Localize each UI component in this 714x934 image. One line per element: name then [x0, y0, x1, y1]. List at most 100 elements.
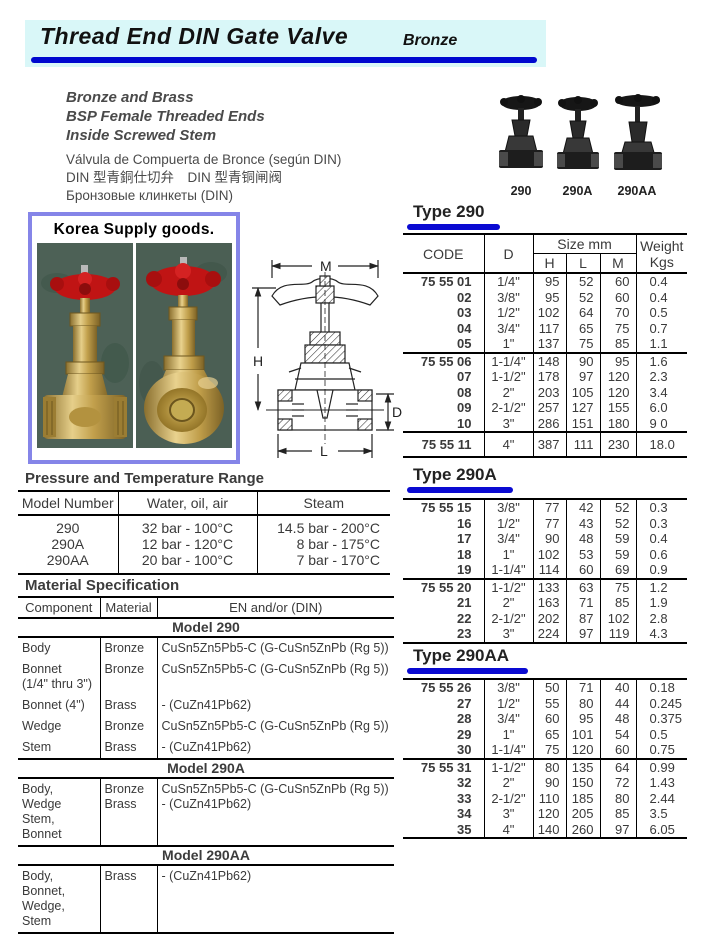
thumbnail-label: 290A: [562, 184, 593, 198]
size-cell: 03: [457, 305, 472, 320]
page-subtitle: Bronze: [403, 32, 458, 49]
material-section-label: Model 290A: [18, 758, 394, 779]
size-cell: 0.5: [635, 726, 687, 742]
size-cell: 202: [532, 610, 566, 626]
size-table-header: CODE D Size mm Weight Kgs H L M: [403, 234, 688, 273]
size-cell: 63: [565, 578, 600, 595]
size-cell: 19: [457, 562, 472, 577]
material-row: Body, Bonnet, Wedge, Stem Brass - (CuZn41Pb…: [18, 865, 394, 933]
material-header-row: Component Material EN and/or (DIN): [18, 597, 394, 618]
type-290-heading: Type 290: [407, 202, 500, 230]
size-cell: 75 55 06: [420, 353, 472, 369]
size-cell: 75: [565, 336, 600, 353]
size-cell: 60: [532, 711, 566, 727]
size-cell: 18.0: [635, 432, 688, 457]
size-cell: 70: [599, 305, 637, 321]
size-cell: 0.4: [635, 273, 688, 290]
col-d: D: [483, 234, 533, 273]
page-title: Thread End DIN Gate Valve: [40, 23, 349, 49]
size-cell: 224: [532, 626, 566, 643]
size-row: 03 1/2" 102 64 70 0.5: [403, 305, 688, 321]
size-cell: 1.2: [635, 578, 687, 595]
size-row: 16 1/2" 77 43 52 0.3: [403, 515, 687, 531]
size-cell: 6.05: [635, 821, 687, 838]
size-cell: 3": [483, 806, 533, 822]
size-cell: 3/8": [483, 289, 533, 305]
size-cell: 203: [532, 384, 566, 400]
size-cell: 257: [532, 400, 566, 416]
size-cell: 75 55 11: [421, 437, 472, 452]
size-cell: 4": [483, 821, 533, 838]
size-cell: 1-1/4": [483, 562, 533, 579]
pressure-table: Model Number Water, oil, air Steam 290 32 ba…: [18, 490, 390, 575]
size-cell: 105: [565, 384, 600, 400]
material-cell: Body: [22, 641, 51, 655]
material-cell: CuSn5Zn5Pb5-C (G-CuSn5ZnPb (Rg 5)): [156, 637, 394, 659]
size-row: 27 1/2" 55 80 44 0.245: [403, 695, 687, 711]
size-cell: 1-1/2": [483, 369, 533, 385]
size-cell: 0.4: [635, 531, 687, 547]
size-cell: 1.1: [635, 336, 688, 353]
size-cell: 75 55 15: [420, 500, 472, 515]
size-cell: 1.9: [635, 595, 687, 611]
intro-text: Bronze and Brass BSP Female Threaded End…: [66, 88, 406, 205]
size-cell: 2.3: [635, 369, 688, 385]
size-cell: 71: [565, 679, 600, 696]
size-row: 09 2-1/2" 257 127 155 6.0: [403, 400, 688, 416]
pressure-cell: 7 bar - 170°C: [256, 552, 390, 574]
size-cell: 52: [565, 289, 600, 305]
material-cell: Body, Bonnet, Wedge, Stem: [22, 869, 66, 928]
pressure-row: 290A 12 bar - 120°C 8 bar - 175°C: [18, 536, 390, 552]
dim-label-m: M: [320, 258, 332, 274]
size-cell: 260: [565, 821, 600, 838]
size-cell: 69: [599, 562, 636, 579]
size-row: 75 55 01 1/4" 95 52 60 0.4: [403, 273, 688, 290]
size-cell: 120: [599, 384, 637, 400]
pressure-header: Model Number Water, oil, air Steam: [18, 491, 390, 515]
pressure-cell: 8 bar - 175°C: [256, 536, 390, 552]
size-cell: 3.5: [635, 806, 687, 822]
type-290aa-heading: Type 290AA: [407, 646, 528, 674]
size-cell: 101: [565, 726, 600, 742]
size-cell: 60: [599, 742, 636, 759]
size-cell: 140: [532, 821, 566, 838]
size-group: 75 55 20 1-1/2" 133 63 75 1.2 21 2" 163 71 85 1.9 22…: [403, 578, 687, 643]
size-cell: 09: [457, 400, 472, 415]
size-cell: 148: [532, 352, 566, 369]
material-cell: Bronze Brass: [99, 778, 157, 846]
size-cell: 75 55 26: [420, 680, 472, 695]
material-section-title: Model 290A: [18, 758, 394, 779]
material-cell: Brass: [99, 695, 157, 716]
size-cell: 4.3: [635, 626, 687, 643]
size-cell: 77: [532, 515, 566, 531]
size-cell: 1.6: [635, 352, 688, 369]
dim-label-h: H: [253, 353, 263, 369]
size-row: 35 4" 140 260 97 6.05: [403, 821, 687, 838]
size-row: 17 3/4" 90 48 59 0.4: [403, 531, 687, 547]
material-section-title: Model 290: [18, 617, 394, 638]
size-row: 19 1-1/4" 114 60 69 0.9: [403, 562, 687, 579]
col-h: H: [532, 253, 566, 273]
size-cell: 102: [532, 546, 566, 562]
size-cell: 65: [532, 726, 566, 742]
type-290-underline: [407, 224, 500, 230]
size-cell: 1/2": [483, 305, 533, 321]
size-row: 04 3/4" 117 65 75 0.7: [403, 320, 688, 336]
size-cell: 119: [599, 626, 636, 643]
size-cell: 54: [599, 726, 636, 742]
intro-line: BSP Female Threaded Ends: [66, 108, 265, 125]
size-cell: 52: [565, 273, 600, 290]
material-section-body: Body, Wedge Stem, Bonnet Bronze Brass CuSn5Z…: [18, 778, 394, 846]
material-cell: Bonnet (4"): [22, 698, 85, 712]
thumbnail-label: 290: [510, 184, 532, 198]
size-cell: 77: [532, 499, 566, 516]
size-cell: 2.44: [635, 790, 687, 806]
size-row: 34 3" 120 205 85 3.5: [403, 806, 687, 822]
valve-photos: [32, 243, 236, 448]
size-row: 75 55 11 4" 387 111 230 18.0: [403, 432, 688, 457]
size-cell: 95: [532, 273, 566, 290]
type-290a-underline: [407, 487, 513, 493]
size-cell: 75: [532, 742, 566, 759]
size-cell: 80: [565, 695, 600, 711]
col-l: L: [565, 253, 600, 273]
